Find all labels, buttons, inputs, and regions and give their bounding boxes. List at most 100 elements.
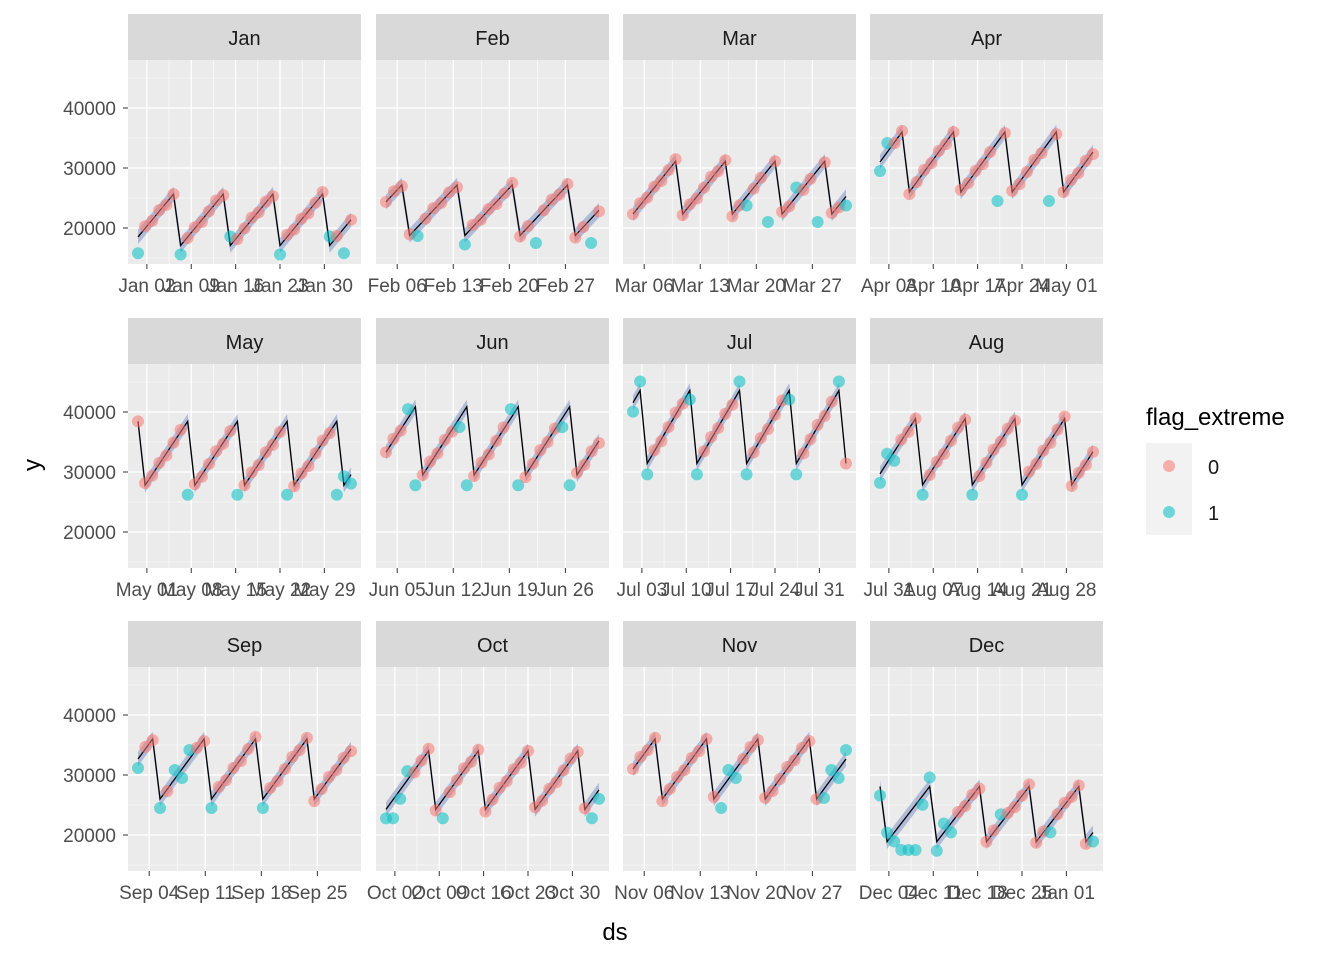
data-point [217, 437, 230, 450]
data-point [411, 230, 424, 243]
data-point [937, 817, 950, 830]
data-point [578, 802, 591, 815]
data-point [797, 183, 810, 196]
data-point [593, 792, 605, 805]
facet-strip-label: Jun [476, 332, 508, 354]
x-tick-label: Jun 19 [481, 580, 538, 601]
data-point [278, 763, 291, 775]
data-point [1072, 779, 1085, 792]
y-axis-row-3: 20000 30000 40000 [63, 706, 128, 847]
x-tick-label: Jul 31 [864, 580, 915, 601]
data-point [234, 755, 247, 768]
data-point [514, 230, 527, 243]
data-point [840, 199, 852, 212]
data-point [571, 745, 584, 758]
data-point [712, 165, 725, 178]
data-point [274, 248, 286, 261]
x-tick-label: Sep 04 [119, 883, 180, 904]
data-point [909, 844, 922, 856]
data-point [747, 182, 760, 195]
data-point [266, 190, 279, 203]
data-point [577, 221, 590, 234]
data-point [309, 196, 322, 209]
data-point [486, 793, 499, 806]
data-point [1042, 195, 1055, 207]
data-point [984, 146, 997, 158]
data-point [888, 454, 901, 467]
data-point [161, 785, 174, 798]
data-point [840, 457, 852, 470]
data-point [168, 764, 181, 776]
data-point [903, 188, 916, 201]
data-point [797, 447, 810, 460]
forecast-line [385, 404, 600, 477]
x-tick-label: Jan 23 [251, 276, 308, 297]
data-point [316, 185, 329, 198]
data-point [888, 137, 901, 150]
data-point [1050, 128, 1063, 141]
data-point [669, 153, 682, 166]
data-point [394, 792, 407, 805]
data-point [498, 187, 511, 200]
facet-strip-label: Jul [727, 332, 753, 354]
data-point [916, 798, 929, 811]
data-point [146, 214, 159, 227]
data-point [888, 835, 901, 848]
data-point [737, 753, 750, 765]
data-point [274, 426, 286, 439]
data-point [1030, 836, 1043, 849]
x-tick-label: Aug 07 [903, 580, 963, 601]
data-point [451, 181, 463, 194]
x-tick-label: Mar 13 [671, 276, 730, 297]
data-point [769, 155, 781, 168]
data-point [570, 466, 583, 479]
data-point [874, 789, 886, 802]
x-tick-label: May 08 [160, 580, 222, 601]
data-point [818, 409, 831, 422]
data-point [256, 802, 269, 814]
x-tick-label: Feb 20 [480, 276, 539, 297]
data-point [1013, 178, 1026, 191]
facet-strip [870, 14, 1103, 60]
y-tick-label: 40000 [63, 706, 116, 727]
y-axis-row-2: 20000 30000 40000 [63, 403, 128, 544]
data-point [1087, 835, 1099, 848]
data-point [395, 180, 408, 193]
data-point [472, 743, 485, 756]
data-point [537, 204, 550, 217]
data-point [719, 154, 732, 167]
data-point [435, 196, 448, 209]
data-point [522, 744, 534, 757]
data-point [585, 445, 598, 458]
y-tick-label: 20000 [63, 826, 116, 847]
data-point [198, 735, 211, 748]
legend-label-0: 0 [1208, 457, 1219, 479]
data-point [380, 195, 392, 208]
data-point [693, 745, 706, 758]
data-point [479, 805, 492, 818]
facet-strip [870, 318, 1103, 364]
x-tick-label: Apr 24 [994, 276, 1050, 297]
x-tick-label: Jan 01 [1038, 883, 1095, 904]
x-tick-label: May 22 [249, 580, 311, 601]
data-point [825, 764, 838, 776]
data-point [504, 403, 517, 416]
data-point [817, 792, 830, 804]
facet-strip [376, 318, 609, 364]
data-point [669, 406, 682, 419]
data-point [529, 237, 542, 249]
data-point [923, 771, 936, 784]
facet-strip [376, 621, 609, 667]
data-point [512, 479, 525, 492]
data-point [1051, 808, 1064, 821]
y-tick-label: 30000 [63, 766, 116, 787]
data-point [345, 477, 357, 490]
data-point [563, 479, 576, 492]
data-point [387, 432, 400, 445]
data-point [655, 175, 668, 188]
data-point [556, 421, 569, 434]
data-point [220, 774, 233, 787]
data-point [154, 802, 167, 814]
